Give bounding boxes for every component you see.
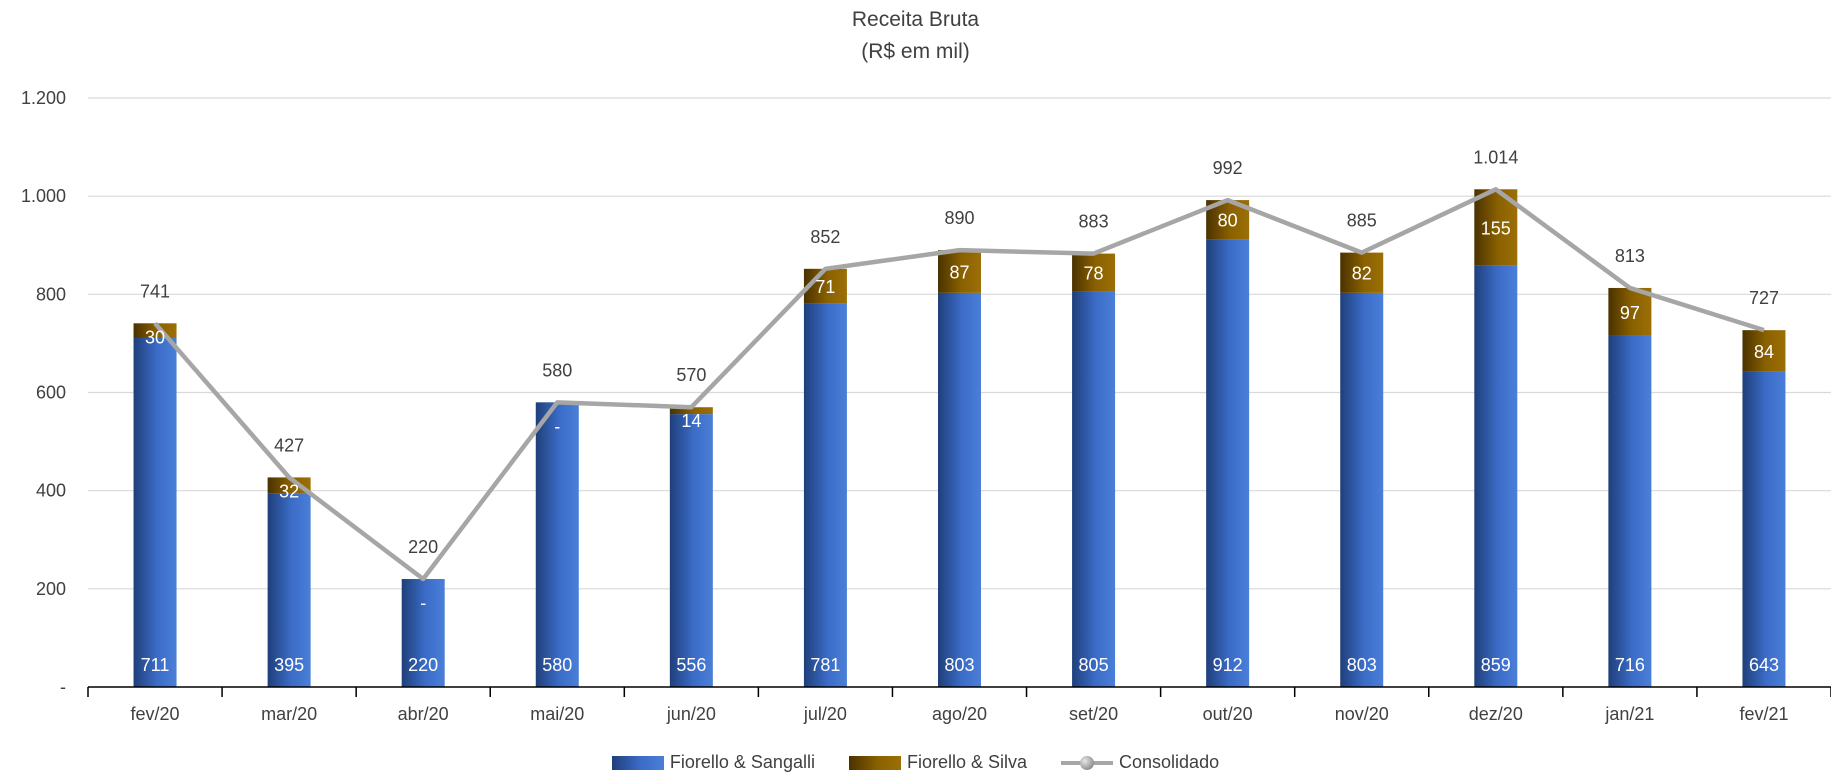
data-label-fiorello-silva: 84	[1754, 342, 1774, 362]
y-tick-label: 200	[36, 579, 66, 599]
data-label-fiorello-sangalli: 803	[1347, 655, 1377, 675]
bar-fiorello-sangalli	[938, 292, 981, 687]
bar-fiorello-sangalli	[1340, 292, 1384, 687]
legend-label-silva: Fiorello & Silva	[906, 752, 1028, 772]
data-label-fiorello-silva: 32	[279, 481, 299, 501]
bar-fiorello-sangalli	[535, 402, 579, 687]
bar-fiorello-sangalli	[1742, 371, 1786, 687]
x-tick-label: out/20	[1203, 704, 1253, 724]
data-label-fiorello-silva: 78	[1084, 264, 1104, 284]
line-consolidado	[153, 187, 1765, 582]
data-label-fiorello-silva: 14	[681, 411, 701, 431]
legend-item-sangalli: Fiorello & Sangalli	[611, 752, 815, 773]
bar-fiorello-silva	[1340, 252, 1384, 293]
data-label-fiorello-sangalli: 716	[1615, 655, 1645, 675]
data-label-consolidado: 1.014	[1473, 147, 1518, 167]
data-label-consolidado: 852	[810, 227, 840, 247]
data-label-fiorello-sangalli: 803	[944, 655, 974, 675]
data-label-consolidado: 220	[408, 537, 438, 557]
data-label-fiorello-sangalli: 781	[810, 655, 840, 675]
bar-fiorello-sangalli	[803, 303, 847, 687]
data-label-fiorello-sangalli: 395	[274, 655, 304, 675]
data-label-consolidado: 580	[542, 360, 572, 380]
data-label-fiorello-sangalli: 643	[1749, 655, 1779, 675]
bar-fiorello-silva	[1608, 287, 1652, 336]
data-label-fiorello-silva: 82	[1352, 264, 1372, 284]
legend-label-sangalli: Fiorello & Sangalli	[669, 752, 815, 772]
y-tick-label: 800	[36, 284, 66, 304]
chart-subtitle: (R$ em mil)	[861, 40, 970, 63]
legend-item-silva: Fiorello & Silva	[848, 752, 1028, 773]
y-tick-label: 1.000	[21, 186, 66, 206]
x-tick-label: abr/20	[398, 704, 449, 724]
bar-fiorello-sangalli	[1072, 291, 1116, 687]
bar-fiorello-sangalli	[1206, 239, 1250, 688]
x-tick-label: fev/21	[1739, 704, 1788, 724]
data-label-fiorello-silva: -	[554, 416, 560, 436]
bar-fiorello-silva	[669, 407, 713, 415]
data-label-fiorello-silva: -	[420, 593, 426, 613]
data-label-fiorello-silva: 87	[949, 263, 969, 283]
data-label-fiorello-silva: 80	[1218, 211, 1238, 231]
data-label-fiorello-sangalli: 912	[1213, 655, 1243, 675]
x-tick-label: ago/20	[932, 704, 987, 724]
x-tick-label: mar/20	[261, 704, 317, 724]
data-label-fiorello-silva: 71	[815, 277, 835, 297]
x-tick-label: jul/20	[803, 704, 847, 724]
data-label-fiorello-silva: 30	[145, 327, 165, 347]
data-label-consolidado: 570	[676, 365, 706, 385]
bar-fiorello-silva	[1072, 253, 1116, 292]
legend-label-consolidado: Consolidado	[1119, 752, 1220, 772]
y-tick-label: 400	[36, 481, 66, 501]
data-label-fiorello-sangalli: 580	[542, 655, 572, 675]
data-label-fiorello-sangalli: 805	[1079, 655, 1109, 675]
x-tick-label: dez/20	[1469, 704, 1523, 724]
data-label-fiorello-silva: 97	[1620, 303, 1640, 323]
legend-swatch-consolidado	[1061, 755, 1114, 770]
data-label-consolidado: 890	[944, 208, 974, 228]
bar-fiorello-silva	[1742, 330, 1786, 372]
bar-fiorello-silva	[267, 477, 311, 494]
data-label-consolidado: 741	[140, 281, 170, 301]
data-label-fiorello-silva: 155	[1481, 218, 1511, 238]
x-tick-label: set/20	[1069, 704, 1118, 724]
chart-legend: Fiorello & Sangalli Fiorello & Silva Con…	[0, 752, 1831, 773]
data-label-consolidado: 885	[1347, 211, 1377, 231]
bar-fiorello-sangalli	[133, 338, 177, 687]
legend-swatch-silva	[848, 755, 901, 770]
data-label-consolidado: 813	[1615, 246, 1645, 266]
data-label-consolidado: 427	[274, 435, 304, 455]
bar-fiorello-sangalli	[401, 579, 445, 687]
legend-swatch-sangalli	[611, 755, 664, 770]
x-tick-label: jan/21	[1604, 704, 1654, 724]
y-tick-label: 600	[36, 383, 66, 403]
bar-fiorello-silva	[938, 250, 981, 293]
data-label-consolidado: 992	[1213, 158, 1243, 178]
data-label-consolidado: 727	[1749, 288, 1779, 308]
chart-title-line: Receita Bruta	[851, 8, 980, 31]
y-tick-label: 1.200	[21, 88, 66, 108]
x-tick-label: fev/20	[131, 704, 180, 724]
data-label-fiorello-sangalli: 556	[676, 655, 706, 675]
bar-fiorello-sangalli	[267, 493, 311, 687]
bar-fiorello-sangalli	[669, 414, 713, 687]
x-tick-label: mai/20	[530, 704, 584, 724]
legend-item-consolidado: Consolidado	[1061, 752, 1219, 773]
bar-fiorello-sangalli	[1608, 335, 1652, 687]
data-label-fiorello-sangalli: 220	[408, 655, 438, 675]
x-tick-label: nov/20	[1335, 704, 1389, 724]
y-tick-label: -	[60, 677, 66, 697]
data-label-fiorello-sangalli: 711	[141, 655, 170, 675]
x-tick-label: jun/20	[666, 704, 716, 724]
data-label-fiorello-sangalli: 859	[1481, 655, 1511, 675]
data-label-consolidado: 883	[1079, 212, 1109, 232]
bar-fiorello-sangalli	[1474, 265, 1518, 687]
chart-plot: - 200 400 600 800 1.000 1.200 711 30 fev/20 395 32 m…	[21, 88, 1831, 724]
